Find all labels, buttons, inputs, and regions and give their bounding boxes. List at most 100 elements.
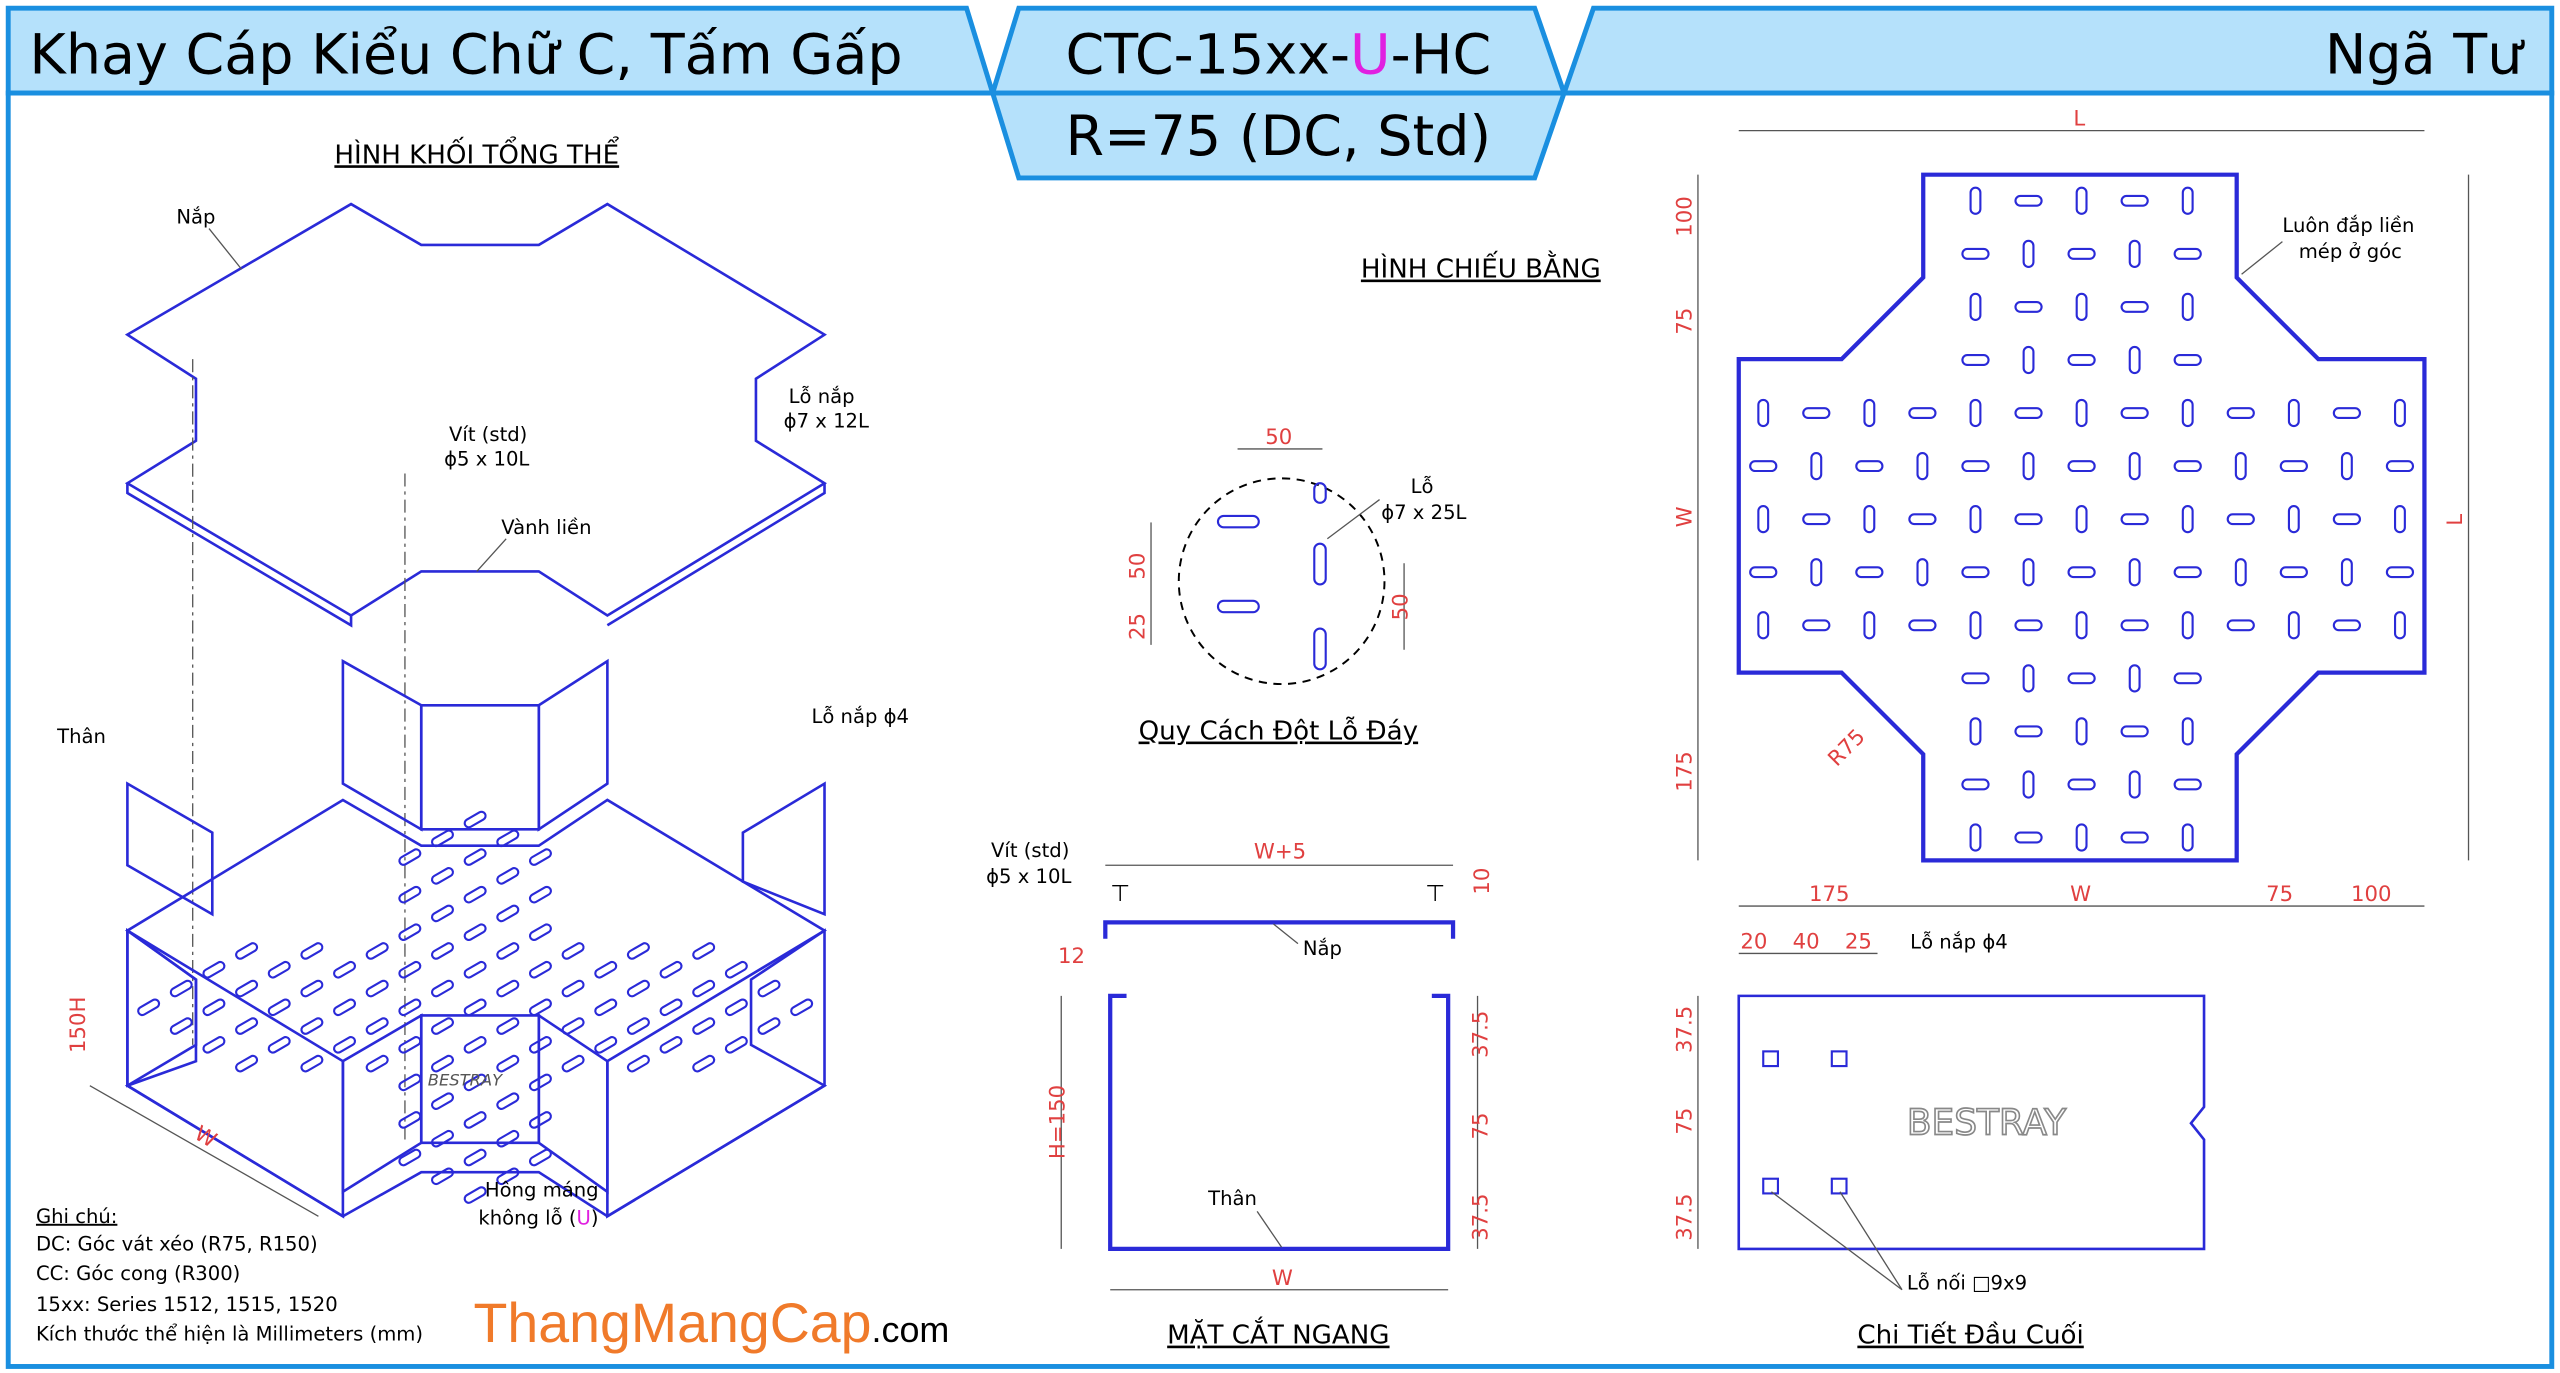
section-lid-label: Nắp (1303, 937, 1342, 960)
slot-hole (398, 1148, 422, 1167)
slot-hole (2332, 619, 2362, 632)
body-wall-front-left (126, 928, 198, 1088)
body-wall-left (126, 781, 214, 917)
slot-hole (561, 979, 585, 998)
slot-hole (2022, 770, 2035, 799)
slot-hole (2014, 513, 2043, 526)
slot-hole (2234, 558, 2247, 587)
slot-hole (2067, 247, 2096, 260)
slot-hole (2226, 619, 2255, 632)
slot-hole (2022, 558, 2035, 587)
screw-size: ϕ5 x 10L (986, 865, 1071, 888)
slot-hole (496, 1017, 520, 1035)
lid-section (1103, 920, 1456, 939)
slot-hole (1961, 247, 1990, 260)
slot-hole (430, 942, 454, 960)
note-line: CC: Góc cong (R300) (36, 1262, 240, 1285)
slot-hole (365, 942, 389, 960)
slot-hole (528, 885, 552, 904)
website-logo[interactable]: ThangMangCap.com (474, 1292, 950, 1354)
slot-hole (2173, 354, 2202, 366)
slot-hole (1802, 619, 1831, 632)
slot-hole (398, 960, 422, 979)
end-dim-v: 37.5 (1672, 1006, 1697, 1053)
note-line: Kích thước thể hiện là Millimeters (mm) (36, 1322, 423, 1345)
slot-hole (202, 960, 226, 979)
title-block: Khay Cáp Kiểu Chữ C, Tấm Gấp CTC-15xx-U-… (5, 5, 2555, 1369)
slot-hole (626, 942, 650, 960)
slot-hole (2173, 672, 2202, 685)
note-line: DC: Góc vát xéo (R75, R150) (36, 1233, 318, 1256)
slot-hole (2340, 451, 2353, 481)
slot-hole (169, 1017, 193, 1035)
slot-hole (202, 998, 226, 1017)
end-dim-v: 37.5 (1672, 1194, 1697, 1241)
screw-icon: ⊤ (1425, 881, 1445, 907)
slot-hole (2067, 778, 2096, 791)
slot-hole (398, 1073, 422, 1092)
body-wall-right (741, 781, 826, 917)
body-section (1108, 993, 1451, 1252)
plan-dim-100: 100 (1672, 196, 1697, 237)
plan-note-1: Luôn đắp liền (2282, 214, 2414, 237)
slot-hole (398, 885, 422, 904)
notes: Ghi chú: DC: Góc vát xéo (R75, R150) CC:… (36, 1205, 423, 1346)
slot-hole (1749, 566, 1778, 579)
slot-hole (2173, 247, 2202, 260)
isometric-heading: HÌNH KHỐI TỔNG THỂ (334, 135, 619, 170)
end-heading: Chi Tiết Đầu Cuối (1857, 1321, 2083, 1351)
slot-hole (430, 1054, 454, 1073)
end-dim-40: 40 (1793, 930, 1820, 955)
slot-hole (2014, 831, 2043, 844)
slot-hole (2128, 558, 2141, 587)
slot-hole (2075, 292, 2088, 322)
slot-hole (2340, 558, 2353, 587)
slot-hole (626, 1054, 650, 1073)
punch-dim-right: 50 (1388, 593, 1413, 620)
slot-hole (2075, 717, 2088, 746)
side-label: Hông máng (485, 1179, 599, 1202)
slot-hole (430, 867, 454, 885)
product-subcode: R=75 (DC, Std) (1066, 104, 1492, 169)
slot-hole (1969, 611, 1982, 640)
slot-hole (2385, 566, 2415, 579)
slot-hole (2014, 194, 2043, 207)
slot-hole (1908, 407, 1937, 420)
plan-radius: R75 (1823, 724, 1870, 771)
plan-note-2: mép ở góc (2299, 240, 2402, 263)
slot-hole (2287, 398, 2300, 428)
punch-circle (1177, 477, 1386, 686)
slot-hole (594, 1036, 618, 1054)
slot-hole (2385, 460, 2415, 473)
slot-hole (496, 1054, 520, 1073)
slot-hole (2173, 778, 2202, 791)
slot-hole (300, 979, 324, 998)
plan-W-left: W (1672, 506, 1697, 527)
slot-hole (2120, 407, 2149, 420)
screw-size: ϕ5 x 10L (444, 447, 529, 470)
slot-hole (2022, 451, 2035, 481)
height-dim: 150H (66, 997, 91, 1053)
end-dim-v: 75 (1672, 1108, 1697, 1135)
slot-hole (2067, 672, 2096, 685)
slot-hole (496, 1167, 520, 1186)
plan-L-top: L (2073, 107, 2085, 132)
slot-hole (2075, 186, 2088, 215)
slot-hole (2120, 831, 2149, 844)
slot-hole (2181, 611, 2194, 640)
slot-hole (496, 1129, 520, 1148)
slot-hole (2022, 664, 2035, 693)
section-dim: 37.5 (1468, 1194, 1493, 1241)
slot-hole (1969, 505, 1982, 534)
slot-hole (430, 979, 454, 998)
section-width-top: W+5 (1254, 840, 1306, 865)
slot-hole (463, 1073, 487, 1092)
slot-hole (463, 960, 487, 979)
slot-hole (430, 1017, 454, 1035)
slot-hole (1855, 460, 1884, 473)
slot-hole (626, 979, 650, 998)
slot-hole (2128, 451, 2141, 481)
slot-hole (1855, 566, 1884, 579)
slot-hole (463, 1148, 487, 1167)
